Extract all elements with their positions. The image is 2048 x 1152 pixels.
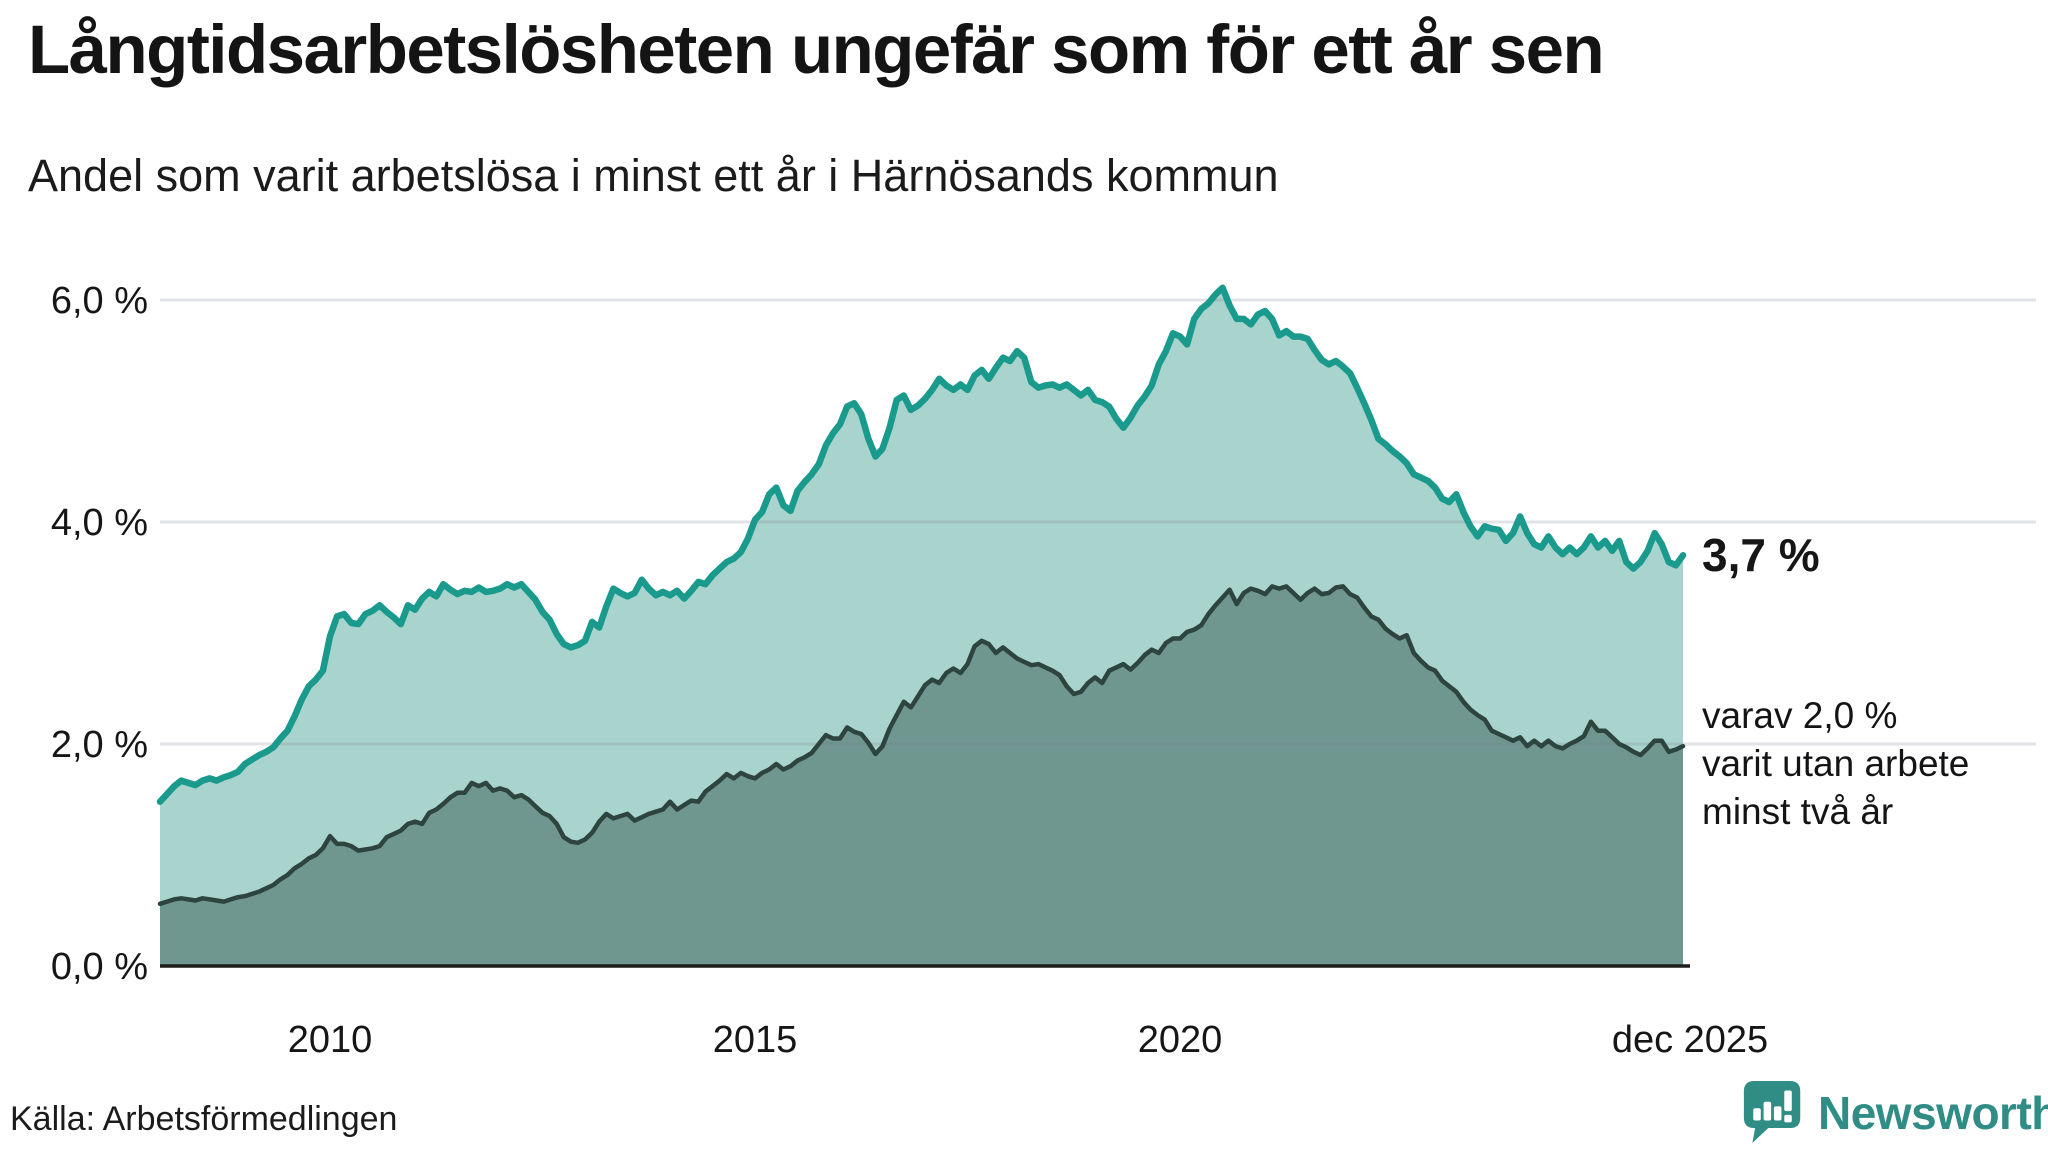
newsworthy-logo: Newsworthy	[1742, 1079, 2048, 1147]
line-minst-ett-ar	[156, 284, 1687, 805]
page-subtitle: Andel som varit arbetslösa i minst ett å…	[28, 150, 1279, 201]
y-tick-label-2: 2,0 %	[51, 724, 148, 766]
page-title: Långtidsarbetslösheten ungefär som för e…	[28, 11, 1605, 88]
annotation-line-1: varav 2,0 %	[1702, 695, 1898, 736]
x-tick-label-2015: 2015	[713, 1019, 798, 1061]
y-tick-label-0: 0,0 %	[51, 946, 148, 988]
x-tick-label-2020: 2020	[1138, 1019, 1223, 1061]
x-tick-label-dec-2025: dec 2025	[1612, 1019, 1768, 1061]
y-tick-label-6: 6,0 %	[51, 280, 148, 322]
newsworthy-logo-text: Newsworthy	[1818, 1087, 2048, 1139]
newsworthy-speech-bubble-icon	[1743, 1081, 1801, 1144]
source-attribution: Källa: Arbetsförmedlingen	[10, 1100, 398, 1138]
line-minst-tva-ar	[157, 584, 1686, 907]
area-fill-minst-tva-ar	[160, 586, 1683, 966]
y-tick-label-4: 4,0 %	[51, 502, 148, 544]
annotation-line-3: minst två år	[1702, 791, 1894, 832]
series-end-value-label: 3,7 %	[1702, 529, 1820, 581]
x-tick-label-2010: 2010	[288, 1019, 373, 1061]
annotation-line-2: varit utan arbete	[1702, 743, 1970, 784]
subset-series-annotation: varav 2,0 % varit utan arbete minst två …	[1702, 692, 1969, 836]
